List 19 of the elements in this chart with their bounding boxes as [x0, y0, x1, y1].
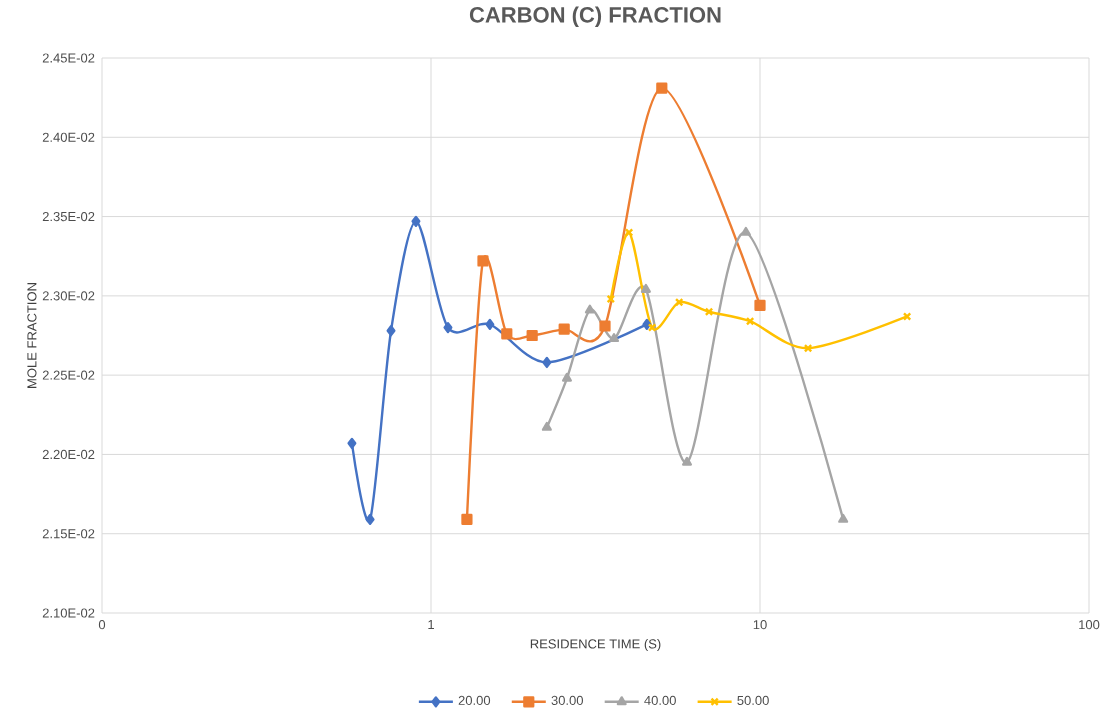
y-axis-title: MOLE FRACTION — [27, 283, 37, 388]
x-tick-label: 100 — [1079, 620, 1100, 630]
legend-label: 40.00 — [644, 695, 676, 705]
x-tick-label: 0 — [98, 620, 106, 630]
y-tick-label: 2.40E-02 — [42, 132, 95, 142]
legend-label: 50.00 — [737, 695, 769, 705]
legend-label: 30.00 — [551, 695, 583, 705]
y-tick-label: 2.30E-02 — [42, 291, 95, 301]
y-tick-label: 2.10E-02 — [42, 608, 95, 618]
y-tick-label: 2.25E-02 — [42, 370, 95, 380]
x-axis-title: RESIDENCE TIME (S) — [530, 638, 661, 652]
x-tick-label: 1 — [428, 620, 434, 629]
y-tick-label: 2.15E-02 — [42, 529, 95, 539]
x-tick-label: 10 — [753, 620, 767, 630]
y-tick-label: 2.35E-02 — [42, 211, 95, 222]
y-tick-label: 2.45E-02 — [42, 53, 95, 63]
y-tick-label: 2.20E-02 — [42, 449, 95, 460]
legend-label: 20.00 — [458, 695, 491, 705]
chart-title: CARBON (C) FRACTION — [469, 6, 721, 27]
